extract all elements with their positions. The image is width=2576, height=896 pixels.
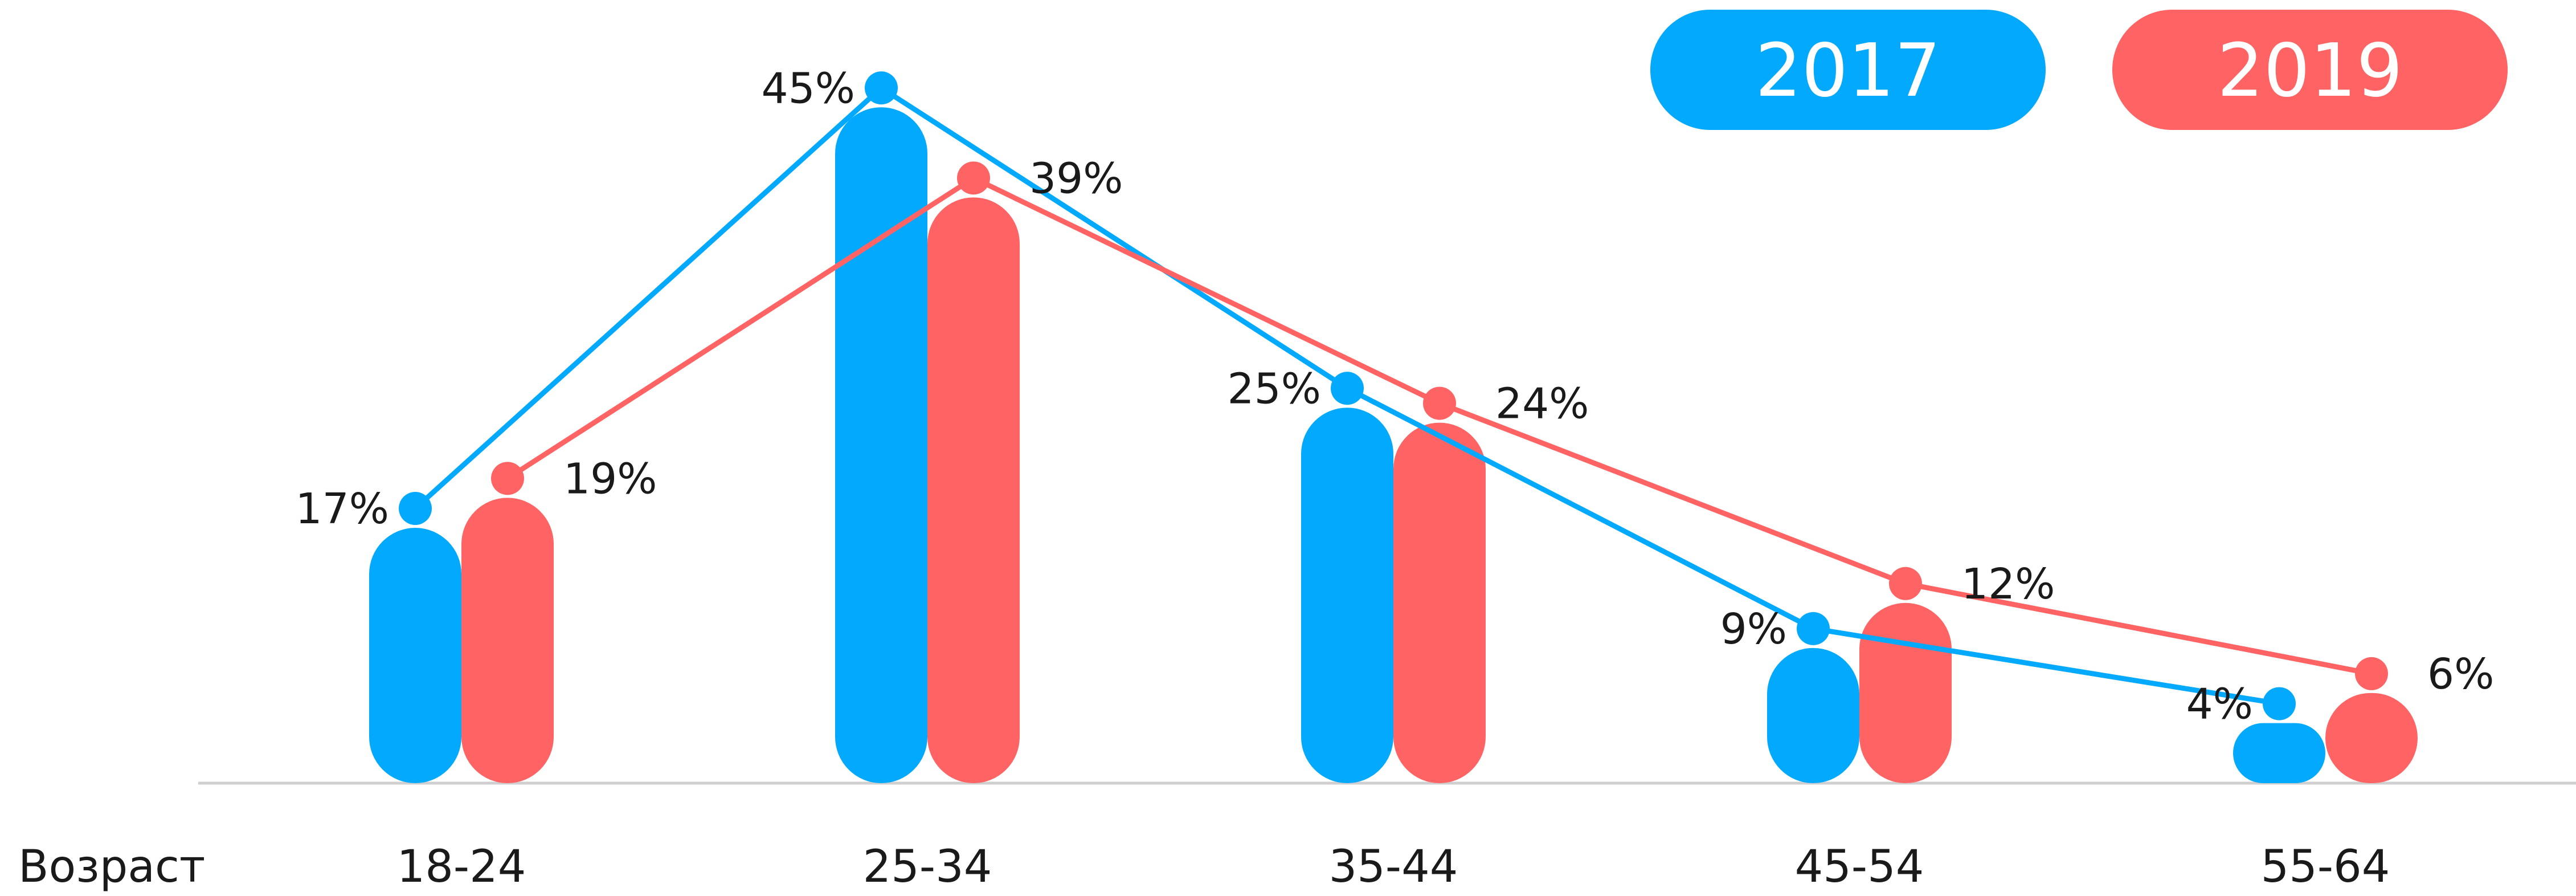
bar-group bbox=[369, 107, 2418, 784]
marker-2017-25-34 bbox=[865, 71, 898, 105]
tick-label-55-64: 55-64 bbox=[2261, 841, 2390, 893]
bar-2019-35-44 bbox=[1393, 422, 1486, 783]
legend: 2017 2019 bbox=[1650, 10, 2508, 130]
value-label-2019-45-54: 12% bbox=[1961, 560, 2055, 609]
legend-label-2017: 2017 bbox=[1755, 28, 1941, 113]
bar-2017-35-44 bbox=[1301, 408, 1393, 783]
tick-label-45-54: 45-54 bbox=[1795, 841, 1924, 893]
value-label-2017-55-64: 4% bbox=[2186, 680, 2253, 729]
bar-2017-45-54 bbox=[1767, 647, 1859, 783]
marker-2017-18-24 bbox=[399, 492, 432, 526]
marker-2017-55-64 bbox=[2263, 687, 2296, 720]
legend-label-2019: 2019 bbox=[2217, 28, 2403, 113]
bar-2019-45-54 bbox=[1859, 602, 1952, 783]
value-label-2017-35-44: 25% bbox=[1228, 364, 1321, 413]
marker-2019-55-64 bbox=[2355, 657, 2388, 690]
value-label-2019-55-64: 6% bbox=[2427, 650, 2494, 699]
bar-2019-25-34 bbox=[927, 197, 1020, 784]
bar-2019-55-64 bbox=[2325, 693, 2418, 783]
x-axis-label: Возраст bbox=[18, 841, 205, 893]
marker-2019-45-54 bbox=[1889, 567, 1922, 600]
legend-pill-2017 bbox=[1650, 10, 2046, 130]
value-label-2017-18-24: 17% bbox=[296, 484, 389, 533]
value-label-2017-25-34: 45% bbox=[762, 64, 855, 113]
value-label-2019-25-34: 39% bbox=[1029, 154, 1123, 203]
bar-2017-25-34 bbox=[835, 107, 927, 783]
x-tick-labels: 18-24 25-34 35-44 45-54 55-64 bbox=[397, 841, 2390, 893]
tick-label-35-44: 35-44 bbox=[1329, 841, 1458, 893]
bar-2017-55-64 bbox=[2233, 723, 2325, 783]
marker-2019-18-24 bbox=[491, 462, 524, 495]
marker-2017-35-44 bbox=[1331, 372, 1364, 405]
value-labels: 17% 45% 25% 9% 4% 19% 39% 24% 12% 6% bbox=[296, 64, 2495, 728]
value-label-2019-35-44: 24% bbox=[1495, 380, 1589, 429]
marker-2019-25-34 bbox=[957, 161, 990, 195]
trend-markers bbox=[399, 71, 2388, 720]
legend-pill-2019 bbox=[2112, 10, 2508, 130]
value-label-2019-18-24: 19% bbox=[563, 454, 657, 503]
marker-2017-45-54 bbox=[1797, 612, 1830, 645]
bar-2019-18-24 bbox=[461, 498, 554, 783]
value-label-2017-45-54: 9% bbox=[1720, 605, 1787, 654]
marker-2019-35-44 bbox=[1423, 386, 1456, 420]
tick-label-25-34: 25-34 bbox=[863, 841, 992, 893]
bar-2017-18-24 bbox=[369, 528, 461, 783]
tick-label-18-24: 18-24 bbox=[397, 841, 526, 893]
